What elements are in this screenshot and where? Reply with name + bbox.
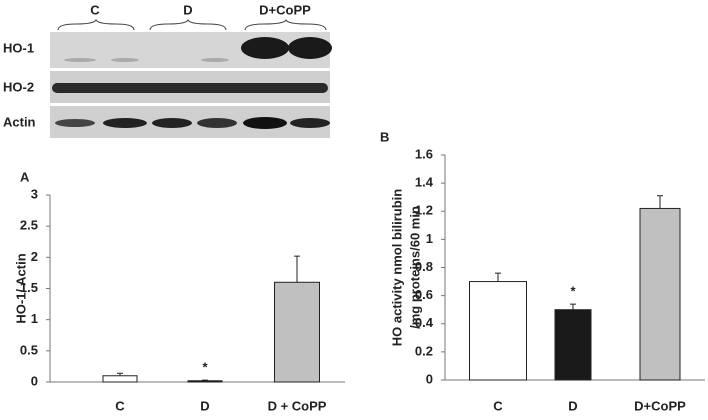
row-label: HO-1 xyxy=(3,40,34,55)
y-tick-label: 1 xyxy=(426,231,433,246)
error-bar xyxy=(202,379,208,381)
y-tick-label: 1.4 xyxy=(415,175,434,190)
error-bar xyxy=(294,255,300,283)
band xyxy=(111,58,139,62)
band xyxy=(103,118,147,128)
y-tick-label: 0.2 xyxy=(415,343,433,358)
western-blot: C D D+CoPP HO-1 HO-2 Actin xyxy=(3,2,332,138)
lane-label: C xyxy=(90,2,100,17)
lane-brace xyxy=(244,18,327,31)
bar xyxy=(469,281,527,381)
band xyxy=(243,117,287,129)
lane-brace xyxy=(149,18,227,31)
bar xyxy=(102,375,138,383)
lane-brace xyxy=(57,18,135,31)
y-tick-label: 2.5 xyxy=(20,218,38,233)
band xyxy=(197,118,237,128)
x-tick-label: D + CoPP xyxy=(268,398,327,413)
band xyxy=(288,37,332,59)
y-tick-label: 1 xyxy=(31,311,38,326)
error-bar xyxy=(495,272,501,282)
band xyxy=(152,118,192,128)
y-tick-label: 0 xyxy=(426,371,433,386)
y-axis-label: /mg proteins/60 min xyxy=(407,206,422,329)
row-label: HO-2 xyxy=(3,79,34,94)
x-tick-label: D xyxy=(200,398,209,413)
panel-label: B xyxy=(380,129,389,144)
y-tick-label: 1.2 xyxy=(415,203,433,218)
y-tick-label: 0.4 xyxy=(415,315,434,330)
x-tick-label: D+CoPP xyxy=(634,398,686,413)
lane-label: D xyxy=(183,2,192,17)
error-bar xyxy=(117,372,123,376)
band xyxy=(241,37,289,59)
y-tick-label: 0.5 xyxy=(20,342,38,357)
y-tick-label: 2 xyxy=(31,249,38,264)
y-tick-label: 0.6 xyxy=(415,287,433,302)
bar xyxy=(639,207,681,381)
band xyxy=(55,119,95,127)
y-tick-label: 0.8 xyxy=(415,259,433,274)
x-tick-label: D xyxy=(568,398,577,413)
x-tick-label: C xyxy=(115,398,125,413)
y-axis-label: HO-1/ Actin xyxy=(13,253,28,323)
band xyxy=(64,58,96,62)
significance-mark: * xyxy=(570,284,576,299)
band xyxy=(201,58,229,62)
error-bar xyxy=(657,195,663,209)
y-axis-label: HO activity nmol bilirubin xyxy=(389,189,404,347)
y-tick-label: 1.5 xyxy=(20,280,38,295)
x-tick-label: C xyxy=(493,398,503,413)
band xyxy=(290,118,330,128)
y-tick-label: 1.6 xyxy=(415,146,433,161)
y-tick-label: 3 xyxy=(31,186,38,201)
significance-mark: * xyxy=(202,360,208,375)
bar xyxy=(187,380,223,383)
lane-label: D+CoPP xyxy=(259,2,311,17)
bar xyxy=(274,281,320,383)
error-bar xyxy=(570,303,576,310)
bar xyxy=(554,309,592,381)
y-tick-label: 0 xyxy=(31,373,38,388)
panel-label: A xyxy=(20,169,30,184)
band xyxy=(52,83,328,93)
row-label: Actin xyxy=(3,114,36,129)
